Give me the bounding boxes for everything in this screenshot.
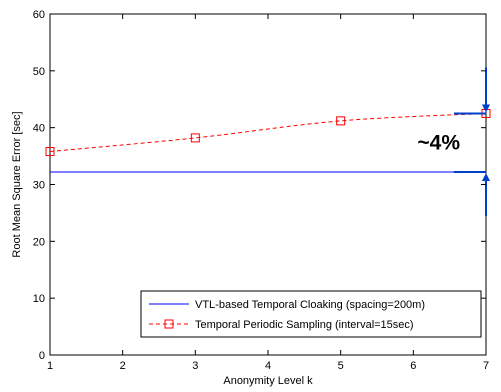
x-tick-label: 1 <box>47 360 53 372</box>
x-tick-label: 5 <box>338 360 344 372</box>
x-tick-label: 7 <box>483 360 489 372</box>
legend-box <box>140 290 482 338</box>
annotation-label: ~4% <box>417 132 460 155</box>
x-tick-label: 2 <box>120 360 126 372</box>
y-tick-label: 50 <box>33 66 45 78</box>
annotation-down-arrowhead <box>482 104 490 113</box>
data-point-marker <box>45 147 55 157</box>
legend-label-1: VTL-based Temporal Cloaking (spacing=200… <box>195 299 425 311</box>
x-axis-title: Anonymity Level k <box>223 375 313 387</box>
legend-label-2: Temporal Periodic Sampling (interval=15s… <box>195 319 414 331</box>
legend-marker-2 <box>164 319 174 329</box>
legend: VTL-based Temporal Cloaking (spacing=200… <box>140 290 482 338</box>
ticks-layer: 1 2 3 4 5 6 7 0 10 20 30 40 50 60 <box>33 9 489 372</box>
series-line-2 <box>49 112 487 153</box>
y-tick-label: 10 <box>33 293 45 305</box>
y-tick-label: 20 <box>33 236 45 248</box>
y-tick-label: 40 <box>33 123 45 135</box>
annotation-up-arrowhead <box>482 172 490 181</box>
y-tick-label: 0 <box>39 350 45 362</box>
y-tick-label: 30 <box>33 180 45 192</box>
x-tick-label: 4 <box>265 360 271 372</box>
legend-items: VTL-based Temporal Cloaking (spacing=200… <box>149 299 425 331</box>
annotation-layer: ~4% <box>417 67 490 216</box>
y-axis-title: Root Mean Square Error [sec] <box>11 111 23 257</box>
x-tick-label: 6 <box>410 360 416 372</box>
data-point-marker <box>190 133 200 143</box>
data-point-marker <box>336 116 346 126</box>
x-tick-label: 3 <box>192 360 198 372</box>
y-tick-label: 60 <box>33 9 45 21</box>
